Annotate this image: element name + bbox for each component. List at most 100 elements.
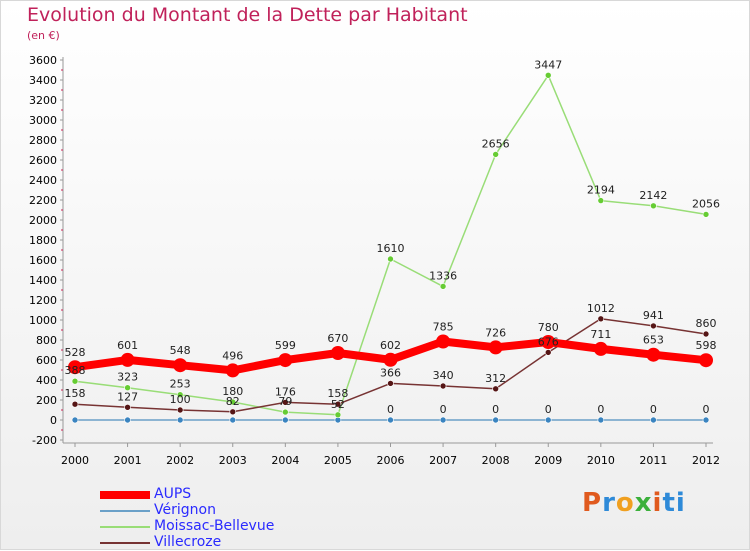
data-label: 0	[650, 403, 657, 416]
data-point	[544, 416, 552, 424]
y-tick-label: 1000	[29, 314, 57, 327]
legend-swatch-aups	[100, 491, 150, 499]
legend-item-aups: AUPS	[100, 486, 340, 503]
data-point	[488, 340, 503, 355]
data-label: 1336	[429, 269, 457, 282]
data-point	[439, 416, 447, 424]
data-label: 711	[590, 328, 611, 341]
data-label: 941	[643, 309, 664, 322]
data-label: 548	[170, 344, 191, 357]
y-tick-label: 2600	[29, 154, 57, 167]
y-tick-label: 0	[50, 414, 57, 427]
data-label: 158	[65, 387, 86, 400]
data-point	[229, 416, 237, 424]
data-label: 312	[485, 372, 506, 385]
y-tick-label: 600	[36, 354, 57, 367]
x-tick-label: 2002	[166, 454, 194, 467]
data-label: 599	[275, 339, 296, 352]
data-label: 176	[275, 385, 296, 398]
data-point	[699, 353, 713, 368]
logo-letter: ti	[662, 488, 686, 518]
data-point	[702, 211, 710, 218]
data-label: 602	[380, 339, 401, 352]
data-point	[176, 416, 184, 424]
data-label: 127	[117, 390, 138, 403]
data-point	[225, 363, 240, 378]
x-tick-label: 2006	[377, 454, 405, 467]
data-label: 2056	[692, 197, 720, 210]
data-point	[334, 400, 342, 408]
data-label: 253	[170, 378, 191, 391]
data-label: 323	[117, 371, 138, 384]
data-point	[593, 341, 608, 356]
data-point	[387, 380, 394, 387]
data-label: 598	[696, 339, 717, 352]
data-label: 601	[117, 339, 138, 352]
legend: AUPS Vérignon Moissac-Bellevue Villecroz…	[100, 486, 340, 551]
y-tick-label: 1800	[29, 234, 57, 247]
x-tick-label: 2005	[324, 454, 352, 467]
data-label: 653	[643, 334, 664, 347]
x-tick-label: 2012	[692, 454, 720, 467]
data-point	[597, 197, 605, 204]
data-label: 79	[278, 395, 292, 408]
data-label: 0	[545, 403, 552, 416]
legend-label-villecroze: Villecroze	[154, 534, 222, 550]
y-tick-label: 1200	[29, 294, 57, 307]
data-label: 785	[433, 321, 454, 334]
y-tick-label: 2800	[29, 134, 57, 147]
chart-title: Evolution du Montant de la Dette par Hab…	[27, 4, 468, 26]
data-point	[120, 352, 135, 367]
logo-letter: r	[602, 488, 616, 518]
data-point	[282, 416, 289, 424]
data-point	[492, 385, 499, 393]
legend-label-verignon: Vérignon	[154, 502, 216, 518]
data-point	[282, 399, 289, 406]
data-point	[330, 346, 345, 360]
data-point	[387, 255, 394, 263]
data-label: 676	[538, 335, 559, 348]
data-point	[492, 151, 499, 158]
y-tick-label: 3600	[29, 54, 57, 67]
data-point	[229, 408, 237, 416]
data-label: 100	[170, 393, 191, 406]
data-point	[334, 411, 342, 419]
proxiti-logo: Proxiti	[582, 488, 686, 518]
data-point	[387, 416, 394, 424]
legend-swatch-verignon	[100, 510, 150, 512]
data-point	[71, 377, 79, 385]
data-point	[541, 335, 556, 349]
y-tick-label: 1600	[29, 254, 57, 267]
data-label: 388	[65, 364, 86, 377]
legend-swatch-moissac-bellevue	[100, 526, 150, 528]
y-tick-label: 1400	[29, 274, 57, 287]
y-tick-label: 2000	[29, 214, 57, 227]
logo-letter: P	[582, 488, 603, 518]
x-tick-label: 2007	[429, 454, 457, 467]
data-label: 0	[597, 403, 604, 416]
data-label: 780	[538, 321, 559, 334]
data-point	[702, 330, 710, 338]
y-tick-label: -200	[32, 434, 57, 447]
data-point	[436, 334, 451, 349]
legend-item-villecroze: Villecroze	[100, 534, 340, 551]
data-point	[544, 349, 552, 356]
data-label: 2142	[639, 189, 667, 202]
data-label: 496	[222, 349, 243, 362]
y-tick-label: 200	[36, 394, 57, 407]
data-label: 158	[327, 387, 348, 400]
data-label: 0	[440, 403, 447, 416]
data-point	[383, 352, 398, 367]
y-tick-label: 800	[36, 334, 57, 347]
legend-item-verignon: Vérignon	[100, 502, 340, 519]
y-tick-label: 3200	[29, 94, 57, 107]
legend-label-aups: AUPS	[154, 486, 192, 502]
y-tick-label: 400	[36, 374, 57, 387]
logo-letter: i	[652, 488, 663, 518]
x-tick-label: 2008	[482, 454, 510, 467]
data-label: 1610	[377, 242, 405, 255]
data-label: 366	[380, 366, 401, 379]
data-label: 82	[226, 395, 240, 408]
